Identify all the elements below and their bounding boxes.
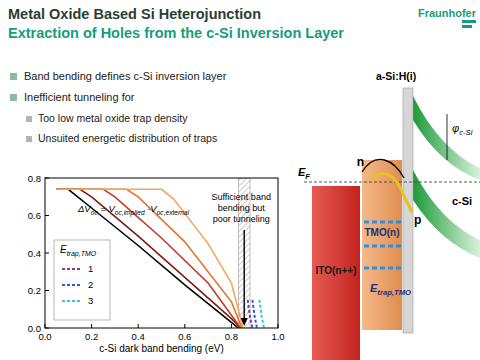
x-tick — [91, 324, 92, 328]
tmo-block — [362, 160, 402, 330]
annotation: ΔVoc = Voc,implied -Voc,external — [77, 203, 189, 217]
y-tick — [45, 253, 49, 254]
ito-label: ITO(n++) — [316, 265, 357, 276]
y-tick-label: 0.6 — [28, 210, 41, 221]
tmo-label: TMO(n) — [365, 227, 400, 238]
bullet-marker — [10, 73, 17, 80]
annotation-arrow — [244, 230, 245, 322]
plot-frame — [45, 178, 278, 328]
y-tick-label: 0.8 — [28, 173, 41, 184]
x-tick-label: 0.6 — [178, 331, 191, 342]
legend-label: 1 — [88, 263, 93, 274]
y-tick — [45, 290, 49, 291]
x-tick-label: 0.2 — [85, 331, 98, 342]
asi-label: a-Si:H(i) — [376, 70, 416, 82]
y-tick — [45, 215, 49, 216]
trap-label-part: trap,TMO — [377, 288, 411, 297]
legend-title: Etrap,TMO — [60, 244, 97, 258]
y-tick-label: 0.2 — [28, 285, 41, 296]
x-tick — [278, 324, 279, 328]
logo-bar — [462, 20, 476, 23]
band-diagram: a-Si:H(i)φc-Sic-SiEFnpTMO(n)ITO(n++)Etra… — [298, 70, 480, 360]
csi-label: c-Si — [452, 195, 472, 207]
logo-text: Fraunhofer — [418, 7, 477, 19]
trap-level — [364, 221, 402, 224]
series-line — [259, 300, 264, 328]
annotation: poor tunneling — [213, 214, 270, 224]
legend-swatch — [62, 300, 82, 302]
csi-conduction-band — [413, 96, 480, 180]
arrow-head — [241, 318, 248, 326]
x-tick-label: 1.0 — [271, 331, 284, 342]
ito-block — [312, 186, 360, 360]
x-axis-label: c-Si dark band bending (eV) — [99, 343, 224, 354]
phi-arrow — [447, 114, 448, 160]
phi-label: φc-Si — [452, 122, 473, 137]
x-tick — [138, 324, 139, 328]
phi-label-part: φ — [452, 122, 459, 134]
legend-label: 2 — [88, 279, 93, 290]
legend-title-part: trap,TMO — [67, 250, 97, 258]
title: Metal Oxide Based Si Heterojunction — [8, 6, 261, 22]
legend-box — [54, 240, 110, 320]
transport-path — [372, 174, 412, 212]
sub-bullet-text: Too low metal oxide trap density — [38, 112, 188, 124]
csi-valence-band — [413, 170, 480, 258]
p-label: p — [414, 213, 421, 227]
trap-level — [364, 267, 402, 270]
annotation-part: oc,implied — [115, 209, 145, 217]
n-label: n — [357, 155, 364, 169]
bullet-text: Inefficient tunneling for — [24, 91, 135, 103]
x-tick-label: 0.8 — [225, 331, 238, 342]
ef-label: EF — [298, 166, 310, 181]
bullet-text: Band bending defines c-Si inversion laye… — [24, 70, 227, 82]
subtitle: Extraction of Holes from the c-Si Invers… — [8, 25, 344, 41]
x-tick-label: 0.4 — [132, 331, 145, 342]
sub-bullet-marker — [26, 136, 32, 142]
logo-bar — [462, 25, 472, 28]
legend-label: 3 — [88, 295, 93, 306]
logo: Fraunhofer — [418, 7, 477, 28]
legend: Etrap,TMO 1 2 3 — [54, 240, 110, 320]
chart: 0.00.20.40.60.81.00.00.20.40.60.8c-Si da… — [28, 173, 285, 355]
y-tick — [45, 328, 49, 329]
trap-level — [364, 245, 402, 248]
x-tick — [184, 324, 185, 328]
sub-bullet-marker — [26, 116, 32, 122]
fermi-level — [304, 182, 480, 183]
annotation-part: = V — [98, 203, 117, 214]
x-tick — [45, 324, 46, 328]
annotation: Sufficient band — [212, 192, 271, 202]
y-tick-label: 0.0 — [28, 323, 41, 334]
series-line — [252, 300, 257, 328]
annotation-part: oc,external — [157, 209, 190, 216]
slide: Metal Oxide Based Si Heterojunction Extra… — [0, 0, 480, 360]
sub-bullet-text: Unsuited energetic distribution of traps — [38, 132, 217, 144]
legend-swatch — [62, 284, 82, 286]
ef-label-part: F — [305, 172, 310, 181]
phi-label-part: c-Si — [459, 128, 473, 137]
y-tick — [45, 178, 49, 179]
y-tick-label: 0.4 — [28, 248, 41, 259]
series-line — [248, 300, 253, 328]
annotation: bending but — [218, 203, 266, 213]
legend-swatch — [62, 268, 82, 270]
bullet-marker — [10, 94, 17, 101]
trap-label: Etrap,TMO — [370, 282, 411, 297]
x-tick — [231, 324, 232, 328]
